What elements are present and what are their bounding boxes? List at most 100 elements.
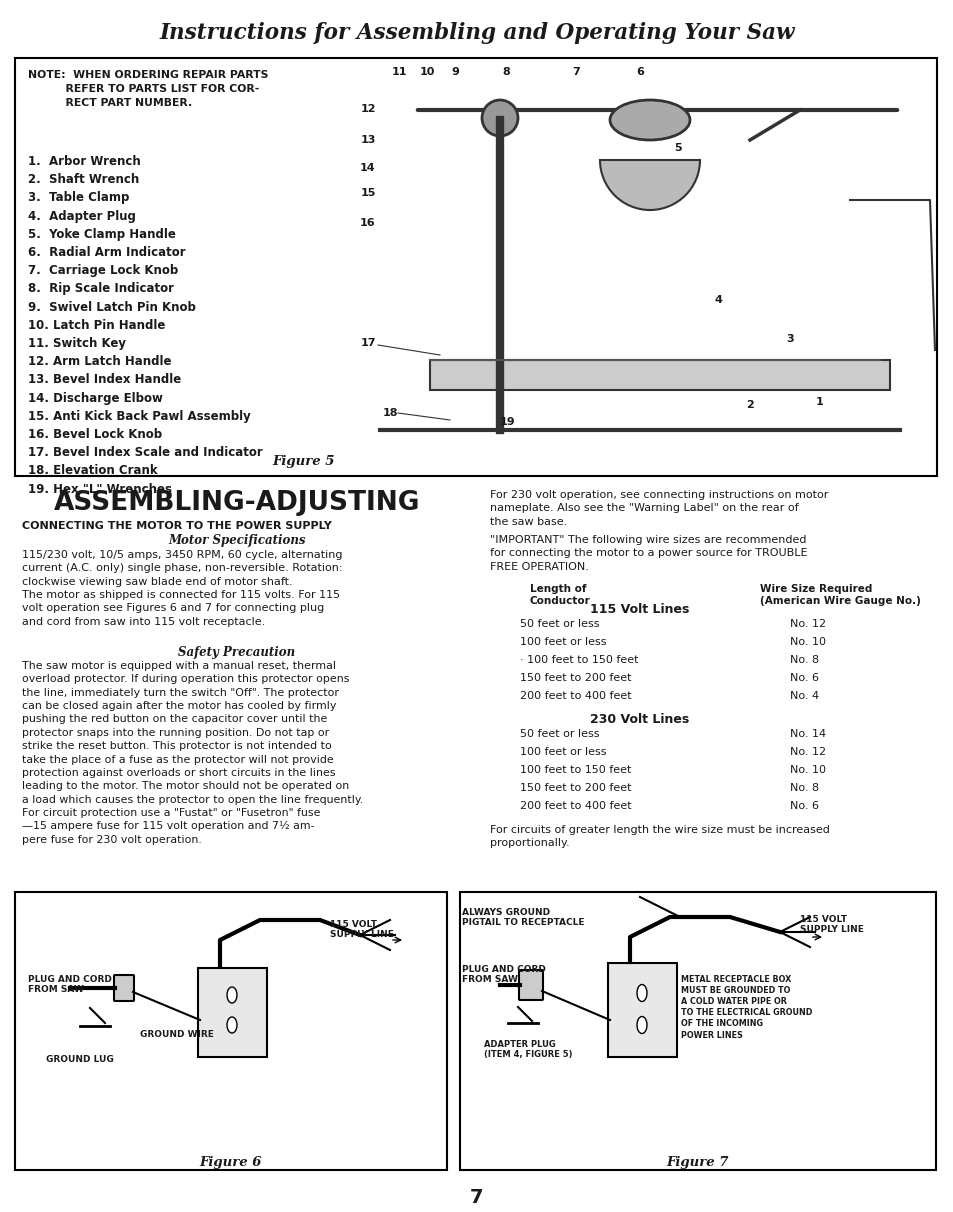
Text: METAL RECEPTACLE BOX
MUST BE GROUNDED TO
A COLD WATER PIPE OR
TO THE ELECTRICAL : METAL RECEPTACLE BOX MUST BE GROUNDED TO… <box>680 974 812 1040</box>
Text: · 100 feet to 150 feet: · 100 feet to 150 feet <box>519 654 638 665</box>
Text: Length of
Conductor: Length of Conductor <box>530 584 590 606</box>
Text: Wire Size Required
(American Wire Gauge No.): Wire Size Required (American Wire Gauge … <box>760 584 920 606</box>
Text: ASSEMBLING-ADJUSTING: ASSEMBLING-ADJUSTING <box>53 490 420 516</box>
Text: 16. Bevel Lock Knob: 16. Bevel Lock Knob <box>28 428 162 441</box>
Circle shape <box>481 101 517 136</box>
Text: 6.  Radial Arm Indicator: 6. Radial Arm Indicator <box>28 246 186 259</box>
Text: 11. Switch Key: 11. Switch Key <box>28 337 126 350</box>
Text: 2: 2 <box>745 400 753 410</box>
Text: 200 feet to 400 feet: 200 feet to 400 feet <box>519 691 631 701</box>
Text: Figure 7: Figure 7 <box>666 1156 728 1170</box>
Text: NOTE:  WHEN ORDERING REPAIR PARTS
          REFER TO PARTS LIST FOR COR-
       : NOTE: WHEN ORDERING REPAIR PARTS REFER T… <box>28 70 268 108</box>
Ellipse shape <box>637 1017 646 1034</box>
Text: Figure 5: Figure 5 <box>272 454 335 468</box>
FancyBboxPatch shape <box>518 970 542 1000</box>
Text: 5.  Yoke Clamp Handle: 5. Yoke Clamp Handle <box>28 228 175 241</box>
Text: 14. Discharge Elbow: 14. Discharge Elbow <box>28 391 163 405</box>
Text: 100 feet to 150 feet: 100 feet to 150 feet <box>519 765 631 774</box>
Text: 18. Elevation Crank: 18. Elevation Crank <box>28 464 157 478</box>
Text: 4.  Adapter Plug: 4. Adapter Plug <box>28 210 135 223</box>
Text: 5: 5 <box>674 143 681 153</box>
Text: 12: 12 <box>360 104 375 114</box>
Text: 9.  Swivel Latch Pin Knob: 9. Swivel Latch Pin Knob <box>28 301 195 314</box>
Text: No. 6: No. 6 <box>789 673 818 684</box>
Text: PLUG AND CORD
FROM SAW: PLUG AND CORD FROM SAW <box>28 974 112 994</box>
Text: 200 feet to 400 feet: 200 feet to 400 feet <box>519 801 631 811</box>
Text: Motor Specifications: Motor Specifications <box>168 534 305 547</box>
Text: 50 feet or less: 50 feet or less <box>519 619 598 629</box>
Text: No. 12: No. 12 <box>789 747 825 758</box>
Text: 17: 17 <box>360 338 375 348</box>
Text: 3: 3 <box>785 335 793 344</box>
Bar <box>15 58 936 476</box>
Text: No. 8: No. 8 <box>789 783 819 793</box>
Text: 19. Hex "L" Wrenches: 19. Hex "L" Wrenches <box>28 482 172 496</box>
Text: 4: 4 <box>713 295 721 305</box>
Text: The saw motor is equipped with a manual reset, thermal
overload protector. If du: The saw motor is equipped with a manual … <box>22 661 363 845</box>
Text: GROUND WIRE: GROUND WIRE <box>140 1030 213 1039</box>
Text: Figure 6: Figure 6 <box>199 1156 262 1170</box>
Text: PLUG AND CORD
FROM SAW: PLUG AND CORD FROM SAW <box>461 965 545 984</box>
Text: 19: 19 <box>499 417 516 427</box>
Text: 11: 11 <box>391 67 406 78</box>
Text: 100 feet or less: 100 feet or less <box>519 747 606 758</box>
Text: 14: 14 <box>360 162 375 173</box>
Text: No. 4: No. 4 <box>789 691 819 701</box>
Text: 6: 6 <box>636 67 643 78</box>
Text: No. 10: No. 10 <box>789 765 825 774</box>
Text: 7: 7 <box>470 1188 483 1207</box>
Text: 7.  Carriage Lock Knob: 7. Carriage Lock Knob <box>28 264 178 278</box>
Text: 10. Latch Pin Handle: 10. Latch Pin Handle <box>28 319 165 332</box>
Text: 1: 1 <box>815 398 823 407</box>
Text: No. 14: No. 14 <box>789 728 825 739</box>
Ellipse shape <box>609 101 689 141</box>
FancyBboxPatch shape <box>429 360 889 390</box>
Text: 15: 15 <box>360 188 375 198</box>
Text: Instructions for Assembling and Operating Your Saw: Instructions for Assembling and Operatin… <box>159 22 794 44</box>
Text: 8: 8 <box>501 67 509 78</box>
Text: "IMPORTANT" The following wire sizes are recommended
for connecting the motor to: "IMPORTANT" The following wire sizes are… <box>490 534 806 572</box>
Text: 115 VOLT
SUPPLY LINE: 115 VOLT SUPPLY LINE <box>330 920 394 939</box>
Text: For circuits of greater length the wire size must be increased
proportionally.: For circuits of greater length the wire … <box>490 825 829 848</box>
Text: 115 Volt Lines: 115 Volt Lines <box>590 604 689 616</box>
Text: 150 feet to 200 feet: 150 feet to 200 feet <box>519 783 631 793</box>
Text: ALWAYS GROUND
PIGTAIL TO RECEPTACLE: ALWAYS GROUND PIGTAIL TO RECEPTACLE <box>461 908 584 927</box>
Text: 13: 13 <box>360 135 375 145</box>
Bar <box>15 892 447 1170</box>
Text: 7: 7 <box>572 67 579 78</box>
Text: No. 12: No. 12 <box>789 619 825 629</box>
Text: No. 6: No. 6 <box>789 801 818 811</box>
Text: 115 VOLT
SUPPLY LINE: 115 VOLT SUPPLY LINE <box>800 915 863 934</box>
FancyBboxPatch shape <box>113 974 133 1001</box>
Bar <box>459 892 935 1170</box>
Text: 50 feet or less: 50 feet or less <box>519 728 598 739</box>
Text: 100 feet or less: 100 feet or less <box>519 638 606 647</box>
Text: 3.  Table Clamp: 3. Table Clamp <box>28 191 130 205</box>
Text: 12. Arm Latch Handle: 12. Arm Latch Handle <box>28 355 172 368</box>
Text: 115/230 volt, 10/5 amps, 3450 RPM, 60 cycle, alternating
current (A.C. only) sin: 115/230 volt, 10/5 amps, 3450 RPM, 60 cy… <box>22 550 342 627</box>
FancyBboxPatch shape <box>607 964 677 1057</box>
Ellipse shape <box>227 1017 236 1033</box>
Text: 1.  Arbor Wrench: 1. Arbor Wrench <box>28 155 141 168</box>
Text: 16: 16 <box>360 218 375 228</box>
FancyBboxPatch shape <box>198 968 267 1057</box>
Text: 17. Bevel Index Scale and Indicator: 17. Bevel Index Scale and Indicator <box>28 446 262 459</box>
Text: GROUND LUG: GROUND LUG <box>46 1054 113 1064</box>
Text: No. 10: No. 10 <box>789 638 825 647</box>
Text: 18: 18 <box>382 408 397 418</box>
Text: 8.  Rip Scale Indicator: 8. Rip Scale Indicator <box>28 282 173 296</box>
Text: ADAPTER PLUG
(ITEM 4, FIGURE 5): ADAPTER PLUG (ITEM 4, FIGURE 5) <box>483 1040 572 1059</box>
Text: No. 8: No. 8 <box>789 654 819 665</box>
Text: 150 feet to 200 feet: 150 feet to 200 feet <box>519 673 631 684</box>
Text: 9: 9 <box>451 67 458 78</box>
Text: 15. Anti Kick Back Pawl Assembly: 15. Anti Kick Back Pawl Assembly <box>28 410 251 423</box>
Wedge shape <box>599 160 700 210</box>
Text: CONNECTING THE MOTOR TO THE POWER SUPPLY: CONNECTING THE MOTOR TO THE POWER SUPPLY <box>22 521 332 531</box>
Text: For 230 volt operation, see connecting instructions on motor
nameplate. Also see: For 230 volt operation, see connecting i… <box>490 490 827 527</box>
Text: 10: 10 <box>419 67 435 78</box>
Text: 230 Volt Lines: 230 Volt Lines <box>590 713 689 726</box>
Text: 2.  Shaft Wrench: 2. Shaft Wrench <box>28 173 139 187</box>
Text: Safety Precaution: Safety Precaution <box>178 646 295 659</box>
Ellipse shape <box>637 984 646 1001</box>
Ellipse shape <box>227 987 236 1004</box>
